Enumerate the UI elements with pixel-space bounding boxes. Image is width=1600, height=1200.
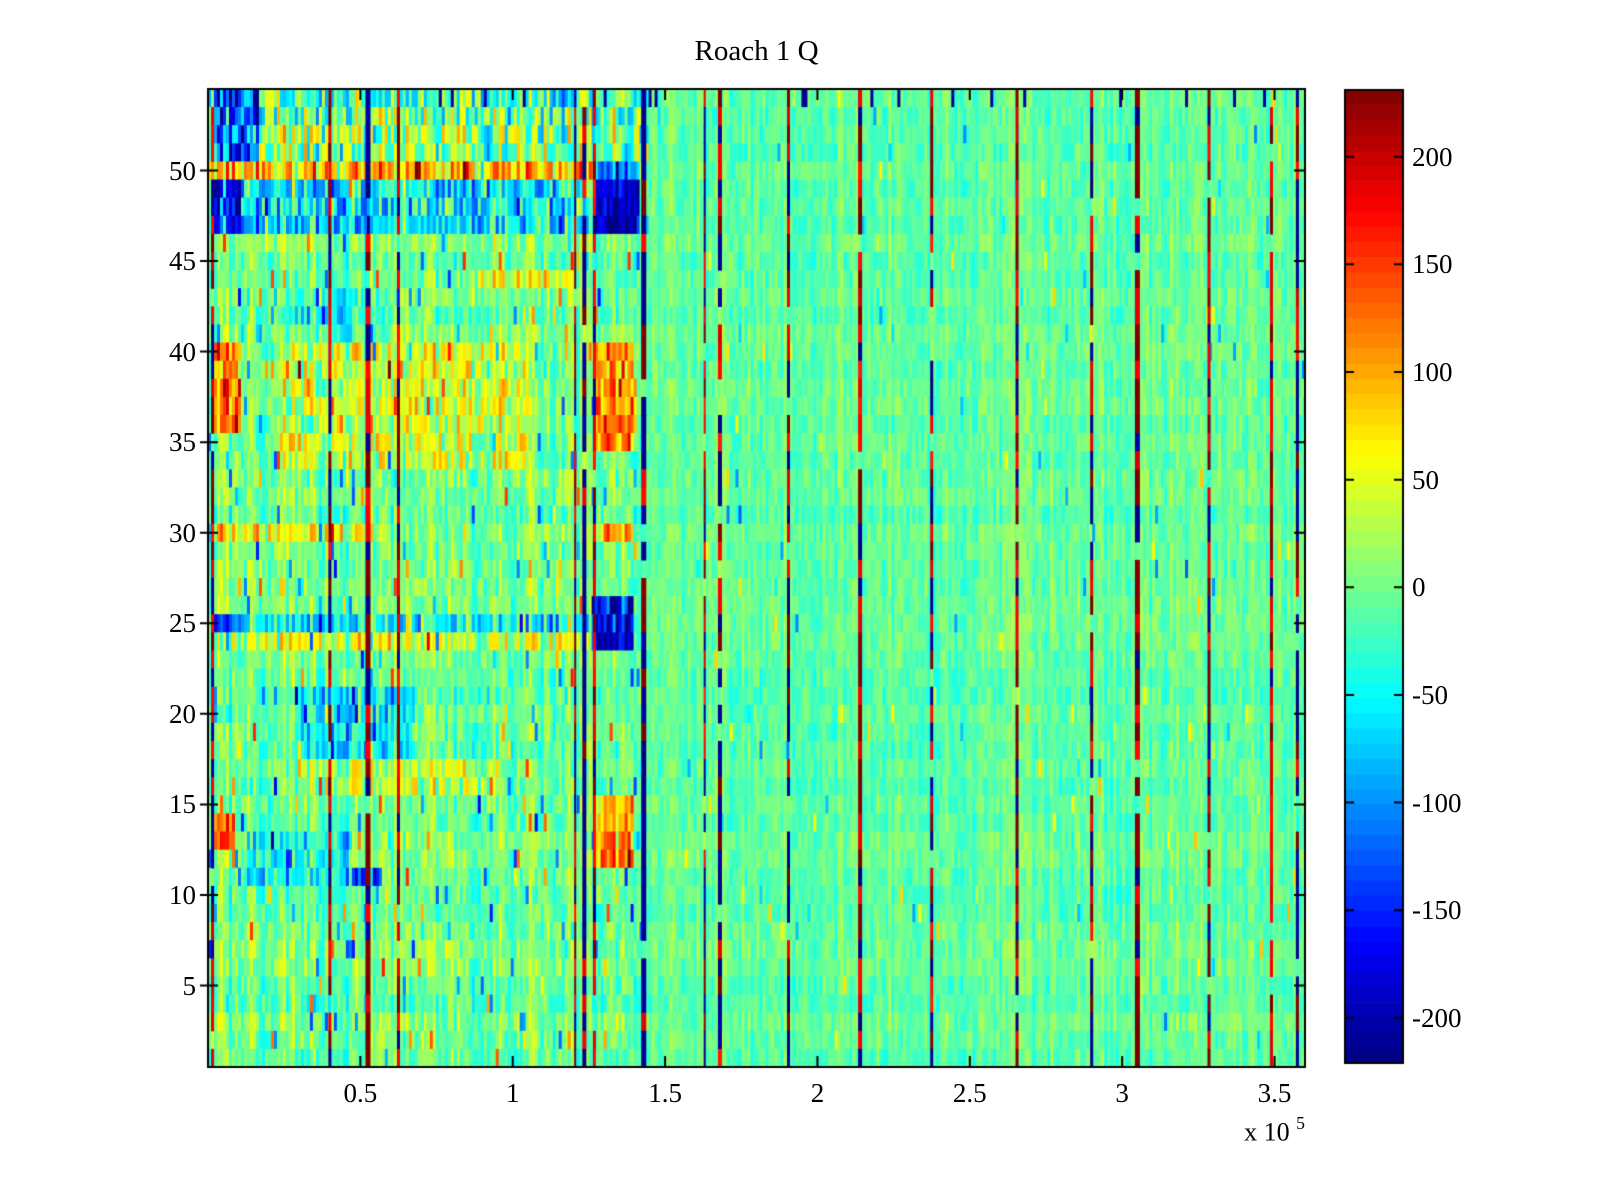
- y-axis-tick-label: 30: [169, 517, 196, 548]
- x-axis-tick-label: 0.5: [343, 1078, 378, 1108]
- x-axis-tick-label: 3: [1115, 1078, 1129, 1108]
- y-axis-tick-label: 20: [169, 698, 196, 729]
- exponent-power: 5: [1296, 1113, 1305, 1133]
- y-axis-tick-label: 40: [169, 336, 196, 367]
- x-axis-tick-label: 2.5: [952, 1078, 987, 1108]
- colorbar-tick-label: 100: [1412, 356, 1453, 387]
- colorbar-tick-label: -100: [1412, 787, 1462, 818]
- exponent-base: x 10: [1244, 1117, 1290, 1147]
- y-axis-tick-label: 25: [169, 608, 196, 639]
- colorbar-tick-label: -200: [1412, 1002, 1462, 1033]
- x-axis-tick-label: 3.5: [1257, 1078, 1292, 1108]
- colorbar-tick-label: -50: [1412, 679, 1448, 710]
- colorbar-tick-label: 50: [1412, 464, 1439, 495]
- y-axis-tick-label: 50: [169, 155, 196, 186]
- colorbar-tick-label: 0: [1412, 572, 1426, 603]
- colorbar-tick-label: 200: [1412, 141, 1453, 172]
- y-axis-tick-label: 45: [169, 246, 196, 277]
- plot-title: Roach 1 Q: [694, 35, 819, 67]
- x-axis-tick-label: 2: [810, 1078, 825, 1108]
- y-axis-tick-label: 35: [169, 427, 196, 458]
- y-axis-tick-label: 5: [182, 970, 197, 1001]
- colorbar-tick-label: -150: [1412, 895, 1462, 926]
- x-axis-tick-label: 1.5: [648, 1078, 682, 1108]
- colorbar-tick-label: 150: [1412, 249, 1453, 280]
- y-axis-tick-label: 10: [169, 879, 196, 910]
- x-axis-exponent-label: x 10 5: [1185, 1110, 1305, 1148]
- y-axis-tick-label: 15: [169, 789, 196, 820]
- x-axis-tick-label: 1: [505, 1078, 520, 1108]
